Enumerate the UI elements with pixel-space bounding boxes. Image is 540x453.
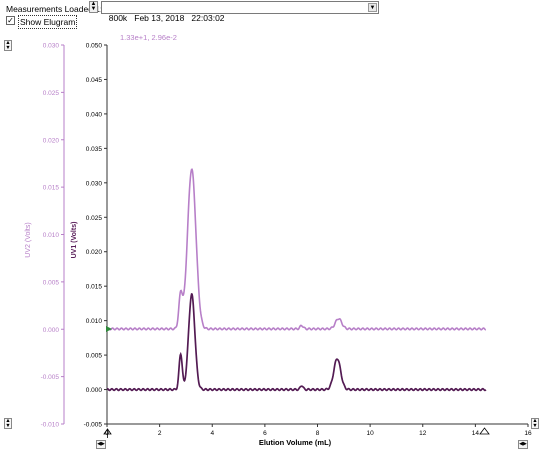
measurement-select[interactable]: 800k Feb 13, 2018 22:03:02 ▼ (101, 1, 379, 23)
uv2-tick-label: -0.005 (41, 374, 60, 381)
x-axis: 0 2 4 6 8 10 12 14 16 (105, 423, 532, 437)
spin-up-icon[interactable]: ▲ (5, 418, 11, 424)
measurement-spinner[interactable]: ▲ ▼ (89, 1, 98, 13)
dropdown-arrow-icon[interactable]: ▼ (368, 3, 377, 12)
x-tick-label: 16 (524, 430, 532, 437)
x-origin-marker-icon[interactable] (103, 428, 112, 438)
show-elugram-checkbox[interactable]: ✓ (6, 16, 15, 25)
uv1-tick-label: 0.035 (86, 146, 103, 153)
spin-down-icon[interactable]: ▼ (532, 423, 538, 429)
x-tick-label: 2 (158, 430, 162, 437)
uv1-tick-label: -0.005 (84, 422, 103, 429)
uv2-tick-label: 0.025 (43, 90, 60, 97)
start-marker-icon[interactable] (106, 326, 112, 332)
spin-up-icon[interactable]: ▲ (532, 418, 538, 424)
x-tick-label: 4 (210, 430, 214, 437)
uv2-tick-label: 0.010 (43, 232, 60, 239)
uv1-axis: 0.050 0.045 0.040 0.035 0.030 0.025 0.020 0.015… (84, 43, 108, 429)
x-end-marker-icon[interactable] (479, 427, 490, 435)
series-group (106, 168, 487, 392)
uv1-tick-label: 0.000 (86, 387, 103, 394)
x-tick-label: 10 (367, 430, 375, 437)
uv1-tick-label: 0.010 (86, 318, 103, 325)
uv2-axis-label: UV2 (Volts) (25, 222, 32, 257)
uv1-tick-label: 0.040 (86, 111, 103, 118)
uv1-tick-label: 0.015 (86, 284, 103, 291)
uv2-tick-label: 0.005 (43, 279, 60, 286)
spin-down-icon[interactable]: ▼ (5, 423, 11, 429)
x-tick-label: 14 (472, 430, 480, 437)
uv2-tick-label: 0.000 (43, 327, 60, 334)
uv1-axis-label: UV1 (Volts) (71, 222, 78, 259)
x-tick-label: 6 (263, 430, 267, 437)
measurements-loaded-label: Measurements Loaded 1: (6, 4, 103, 14)
uv2-tick-label: 0.030 (43, 43, 60, 50)
spin-up-icon[interactable]: ▲ (5, 40, 11, 46)
right-zoom-spinner[interactable]: ▲ ▼ (531, 418, 539, 429)
uv1-tick-label: 0.050 (86, 43, 103, 50)
x-axis-label: Elution Volume (mL) (259, 438, 332, 447)
uv1-tick-label: 0.020 (86, 249, 103, 256)
x-tick-label: 8 (316, 430, 320, 437)
uv2-trace (106, 168, 486, 331)
uv1-trace (106, 292, 487, 392)
spin-down-icon[interactable]: ▼ (90, 6, 97, 12)
uv2-tick-label: -0.010 (41, 422, 60, 429)
uv1-tick-label: 0.045 (86, 77, 103, 84)
show-elugram-label[interactable]: Show Elugram (18, 15, 78, 29)
uv2-tick-label: 0.015 (43, 185, 60, 192)
uv2-top-zoom-spinner[interactable]: ▲ ▼ (4, 40, 12, 51)
uv1-tick-label: 0.025 (86, 215, 103, 222)
cursor-readout: 1.33e+1, 2.96e-2 (120, 33, 177, 42)
x-left-scroll-button[interactable]: ◀▶ (96, 440, 106, 449)
uv2-bottom-zoom-spinner[interactable]: ▲ ▼ (4, 418, 12, 429)
measurement-select-value: 800k Feb 13, 2018 22:03:02 (108, 13, 225, 23)
uv2-tick-label: 0.020 (43, 137, 60, 144)
spin-up-icon[interactable]: ▲ (90, 1, 97, 7)
uv1-tick-label: 0.005 (86, 353, 103, 360)
uv1-tick-label: 0.030 (86, 180, 103, 187)
uv2-axis: 0.030 0.025 0.020 0.015 0.010 0.005 0.000 -0.00… (41, 43, 65, 429)
x-right-scroll-button[interactable]: ◀▶ (518, 440, 528, 449)
x-tick-label: 12 (419, 430, 427, 437)
spin-down-icon[interactable]: ▼ (5, 45, 11, 51)
